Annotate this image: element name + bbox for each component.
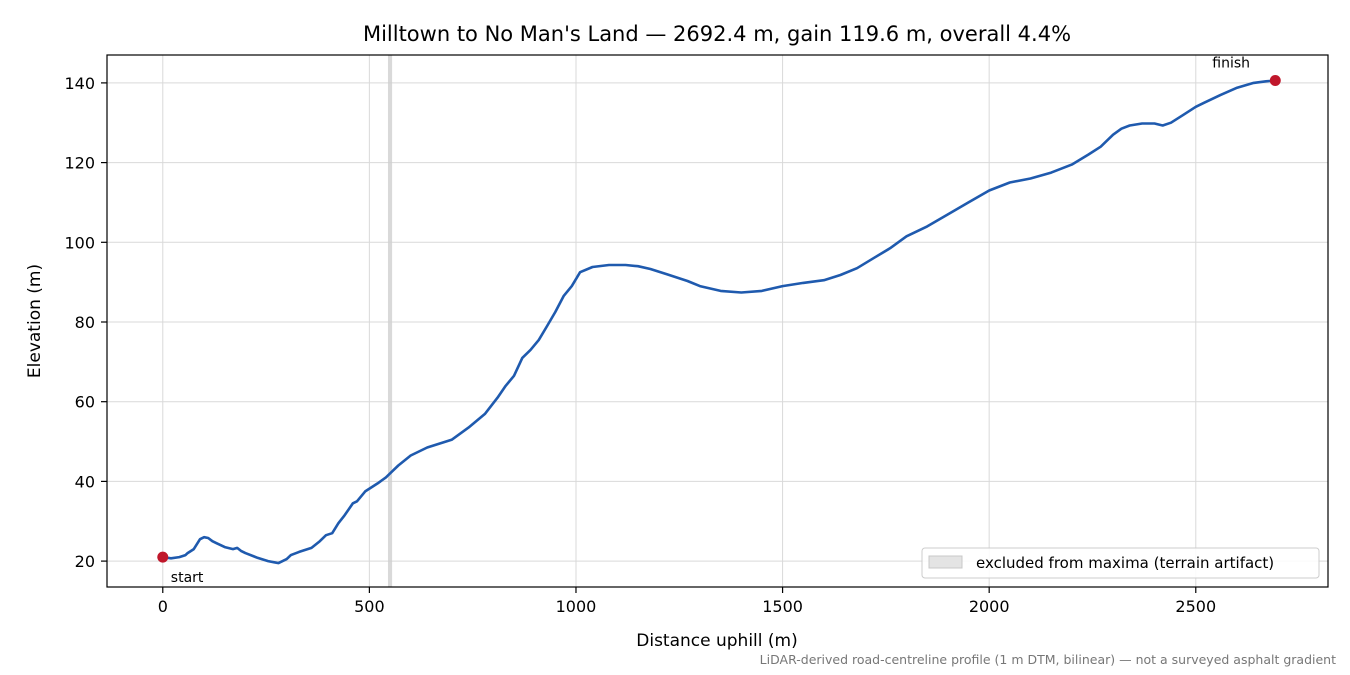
x-axis-ticks: 0 500 1000 1500 2000 2500 xyxy=(158,587,1216,616)
start-marker xyxy=(157,551,169,563)
y-tick-label: 140 xyxy=(64,74,95,93)
y-tick-label: 120 xyxy=(64,154,95,173)
y-tick-label: 40 xyxy=(75,472,95,491)
x-tick-label: 1000 xyxy=(556,597,597,616)
x-tick-label: 2500 xyxy=(1175,597,1216,616)
finish-label: finish xyxy=(1212,56,1250,72)
y-tick-label: 80 xyxy=(75,313,95,332)
legend-box xyxy=(921,547,1320,579)
elevation-line xyxy=(161,79,1277,565)
y-axis-ticks: 20 40 60 80 100 120 140 xyxy=(64,74,107,571)
markers: start finish xyxy=(157,56,1281,586)
y-tick-label: 100 xyxy=(64,233,95,252)
x-tick-label: 0 xyxy=(158,597,168,616)
x-tick-label: 500 xyxy=(354,597,385,616)
legend-entry-excluded: excluded from maxima (terrain artifact) xyxy=(976,554,1274,572)
plot-frame xyxy=(106,54,1329,588)
y-tick-label: 60 xyxy=(75,393,95,412)
x-tick-label: 1500 xyxy=(762,597,803,616)
footnote: LiDAR-derived road-centreline profile (1… xyxy=(760,652,1336,667)
excluded-band xyxy=(387,55,393,587)
finish-marker xyxy=(1269,75,1281,87)
legend: excluded from maxima (terrain artifact) xyxy=(921,547,1320,579)
y-axis-label: Elevation (m) xyxy=(25,264,45,378)
x-axis-label: Distance uphill (m) xyxy=(636,631,797,651)
legend-swatch xyxy=(928,555,963,569)
x-tick-label: 2000 xyxy=(969,597,1010,616)
chart-title: Milltown to No Man's Land — 2692.4 m, ga… xyxy=(363,22,1071,46)
start-label: start xyxy=(171,570,204,586)
y-tick-label: 20 xyxy=(75,552,95,571)
grid-lines xyxy=(107,55,1328,587)
